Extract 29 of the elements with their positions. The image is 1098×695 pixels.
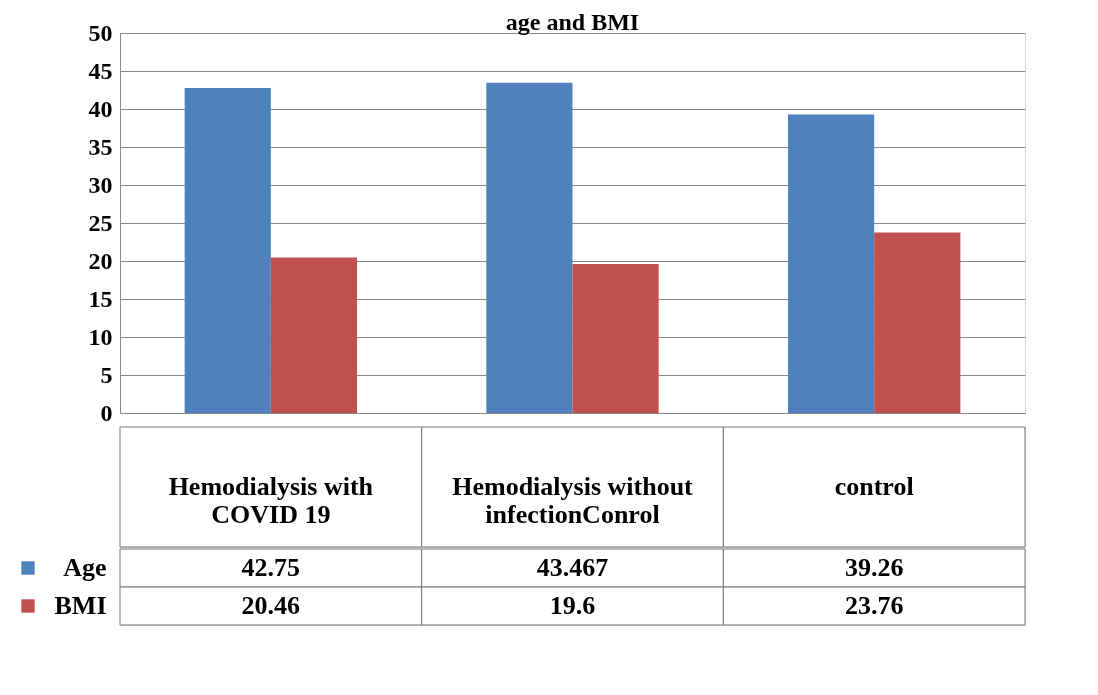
x-tick-label: Hemodialysis without infectionConrol [452,472,694,529]
x-tick-label: control [834,472,914,501]
data-label: 43.467 [536,553,609,582]
y-tick-label: 50 [88,19,113,46]
bar [270,257,358,413]
data-label: 19.6 [549,591,596,620]
data-label: 42.75 [241,553,301,582]
y-tick-label: 30 [88,171,113,198]
chart-title: age and BMI [505,9,640,35]
bar [486,82,573,413]
data-label: 39.26 [844,553,904,582]
bar [787,114,875,413]
y-tick-label: 25 [88,209,113,236]
y-tick-label: 20 [88,247,113,274]
y-tick-label: 40 [88,95,113,122]
legend-label: Age [63,553,107,582]
y-tick-label: 35 [88,133,113,160]
data-label: 20.46 [241,591,301,620]
y-tick-label: 15 [88,285,113,312]
bar [572,264,659,413]
bar [184,88,271,413]
legend-label: BMI [54,591,107,620]
y-tick-label: 45 [88,57,113,84]
x-tick-label: Hemodialysis with COVID 19 [168,472,374,529]
bar [874,232,961,413]
y-tick-label: 5 [100,361,113,388]
y-tick-label: 0 [100,399,113,426]
y-tick-label: 10 [88,323,113,350]
data-label: 23.76 [844,591,904,620]
